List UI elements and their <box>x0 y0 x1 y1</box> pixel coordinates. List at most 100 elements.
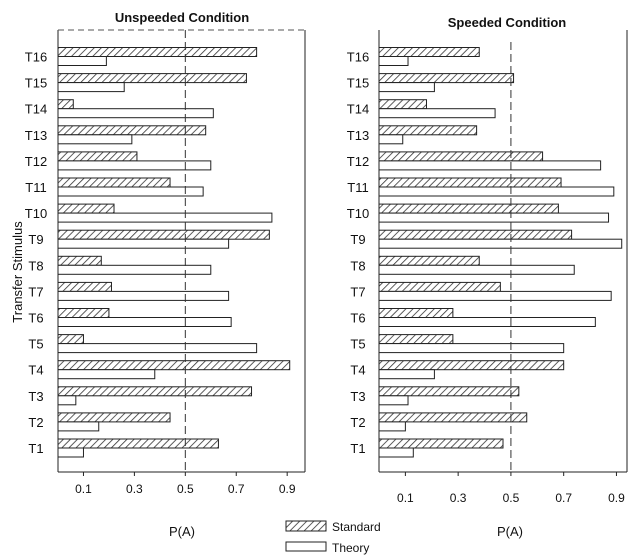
category-label-speeded-t4: T4 <box>350 363 365 378</box>
x-tick-unspeeded-2: 0.5 <box>177 482 194 496</box>
x-tick-unspeeded-3: 0.7 <box>228 482 245 496</box>
y-axis-label: Transfer Stimulus <box>10 221 25 323</box>
bar-speeded-theory-t1 <box>378 447 414 458</box>
bar-speeded-theory-t16 <box>378 56 409 66</box>
bar-speeded-theory-t4 <box>378 369 435 380</box>
bar-unspeeded-theory-t16 <box>57 56 107 66</box>
bar-unspeeded-theory-t2 <box>57 421 100 432</box>
x-tick-unspeeded-1: 0.3 <box>126 482 143 496</box>
bar-unspeeded-standard-t7 <box>57 281 112 292</box>
category-label-unspeeded-t16: T16 <box>25 50 47 65</box>
bar-speeded-standard-t4 <box>378 360 565 371</box>
category-label-unspeeded-t13: T13 <box>25 128 47 143</box>
bar-unspeeded-standard-t8 <box>57 255 102 266</box>
bar-unspeeded-standard-t13 <box>57 125 207 136</box>
bar-unspeeded-standard-t9 <box>57 229 270 240</box>
bar-unspeeded-standard-t4 <box>57 360 291 371</box>
category-label-speeded-t11: T11 <box>347 180 368 195</box>
category-label-speeded-t12: T12 <box>347 154 369 169</box>
bar-unspeeded-standard-t10 <box>57 203 115 214</box>
category-label-speeded-t14: T14 <box>347 102 369 117</box>
bar-speeded-theory-t10 <box>378 212 610 223</box>
bar-speeded-standard-t1 <box>378 438 504 449</box>
category-label-speeded-t2: T2 <box>350 415 365 430</box>
bar-speeded-theory-t3 <box>378 395 409 406</box>
category-label-speeded-t6: T6 <box>350 311 365 326</box>
x-tick-speeded-3: 0.7 <box>555 491 572 505</box>
panel-unspeeded: Unspeeded Condition T1T2T3T4T5T6T7T8T9T1… <box>25 10 306 539</box>
bar-speeded-standard-t10 <box>378 203 559 214</box>
x-axis-label-unspeeded: P(A) <box>169 524 195 539</box>
bar-speeded-standard-t15 <box>378 73 515 84</box>
legend-swatch-theory <box>285 541 327 552</box>
bar-speeded-standard-t3 <box>378 386 520 397</box>
category-label-unspeeded-t5: T5 <box>28 337 43 352</box>
bar-unspeeded-standard-t1 <box>57 438 219 449</box>
category-label-unspeeded-t9: T9 <box>28 232 43 247</box>
category-label-speeded-t8: T8 <box>350 258 365 273</box>
bar-speeded-theory-t13 <box>378 134 404 145</box>
panel-unspeeded-category-labels: T1 T2 T3 T4 T5 T6 T7 T8 T9 T10 T11 T12 T13 T14 T15 T16 <box>25 50 47 457</box>
bar-speeded-theory-t7 <box>378 290 612 301</box>
x-tick-speeded-1: 0.3 <box>450 491 467 505</box>
bar-speeded-standard-t8 <box>378 255 480 266</box>
bar-unspeeded-standard-t3 <box>57 386 253 397</box>
bar-unspeeded-theory-t9 <box>57 238 230 249</box>
panel-unspeeded-bars <box>57 47 291 458</box>
bar-speeded-standard-t14 <box>378 99 427 110</box>
bar-speeded-standard-t7 <box>378 281 501 292</box>
x-tick-unspeeded-4: 0.9 <box>279 482 296 496</box>
bar-speeded-theory-t6 <box>378 317 596 327</box>
bar-unspeeded-theory-t12 <box>57 160 212 171</box>
bar-unspeeded-theory-t5 <box>57 343 258 354</box>
bar-unspeeded-theory-t15 <box>57 82 125 93</box>
x-tick-speeded-0: 0.1 <box>397 491 414 505</box>
panel-speeded: Speeded Condition T1T2T3T4T5T6T7T8T9T10T… <box>347 15 628 539</box>
x-axis-label-speeded: P(A) <box>497 524 523 539</box>
category-label-unspeeded-t2: T2 <box>28 415 43 430</box>
bar-speeded-standard-t9 <box>378 229 573 240</box>
category-label-unspeeded-t14: T14 <box>25 102 47 117</box>
category-label-unspeeded-t10: T10 <box>25 206 47 221</box>
category-label-speeded-t7: T7 <box>350 284 365 299</box>
bar-unspeeded-theory-t14 <box>57 108 214 119</box>
bar-speeded-standard-t16 <box>378 47 480 57</box>
category-label-speeded-t9: T9 <box>350 232 365 247</box>
bar-unspeeded-theory-t11 <box>57 186 204 197</box>
category-label-speeded-t10: T10 <box>347 206 369 221</box>
category-label-speeded-t15: T15 <box>347 76 369 91</box>
x-tick-speeded-2: 0.5 <box>503 491 520 505</box>
category-label-unspeeded-t1: T1 <box>28 441 43 456</box>
category-label-unspeeded-t3: T3 <box>28 389 43 404</box>
category-label-unspeeded-t8: T8 <box>28 258 43 273</box>
bar-unspeeded-theory-t6 <box>57 317 232 327</box>
bar-unspeeded-standard-t6 <box>57 308 110 318</box>
legend-label-standard: Standard <box>332 520 381 534</box>
category-label-speeded-t5: T5 <box>350 337 365 352</box>
bar-speeded-theory-t2 <box>378 421 406 432</box>
category-label-unspeeded-t4: T4 <box>28 363 43 378</box>
bar-unspeeded-standard-t11 <box>57 177 171 188</box>
bar-unspeeded-standard-t16 <box>57 47 258 57</box>
bar-speeded-theory-t14 <box>378 108 496 119</box>
bar-unspeeded-standard-t2 <box>57 412 171 423</box>
panel-speeded-category-labels: T1 T2 T3 T4 T5 T6 T7 T8 T9 T10 T11 T12 T13 T14 T15 T16 <box>347 50 369 457</box>
bar-speeded-theory-t15 <box>378 82 435 93</box>
bar-speeded-standard-t5 <box>378 334 454 345</box>
category-label-speeded-t16: T16 <box>347 50 369 65</box>
x-tick-speeded-4: 0.9 <box>608 491 625 505</box>
category-label-unspeeded-t7: T7 <box>28 284 43 299</box>
bar-unspeeded-theory-t10 <box>57 212 273 223</box>
bar-speeded-theory-t9 <box>378 238 623 249</box>
category-label-speeded-t13: T13 <box>347 128 369 143</box>
bar-unspeeded-theory-t13 <box>57 134 133 145</box>
bar-unspeeded-theory-t1 <box>57 447 84 458</box>
category-label-unspeeded-t6: T6 <box>28 311 43 326</box>
bar-speeded-standard-t2 <box>378 412 528 423</box>
panel-speeded-bars <box>378 47 623 458</box>
category-label-unspeeded-t12: T12 <box>25 154 47 169</box>
category-label-unspeeded-t11: T11 <box>25 180 46 195</box>
category-label-speeded-t1: T1 <box>350 441 365 456</box>
bar-speeded-standard-t6 <box>378 308 454 318</box>
